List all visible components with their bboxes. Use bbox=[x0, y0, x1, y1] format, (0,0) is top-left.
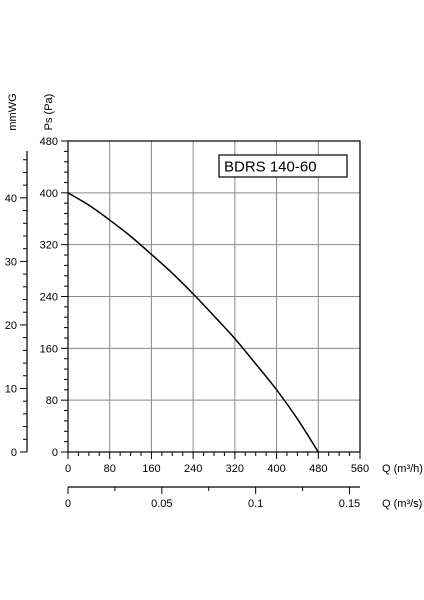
y2-tick-label: 0 bbox=[11, 447, 17, 459]
x2-axis-label: Q (m³/s) bbox=[382, 498, 422, 510]
x2-tick-label: 0.1 bbox=[248, 498, 263, 510]
x2-tick-label: 0.05 bbox=[151, 498, 172, 510]
x-tick-label: 480 bbox=[309, 463, 327, 475]
y-tick-label: 0 bbox=[52, 447, 58, 459]
x-tick-label: 240 bbox=[184, 463, 202, 475]
x-tick-label: 320 bbox=[226, 463, 244, 475]
grid-layer bbox=[68, 141, 360, 452]
x-axis-label: Q (m³/h) bbox=[382, 463, 423, 475]
y-axis-label: Ps (Pa) bbox=[43, 94, 55, 131]
y-tick-label: 80 bbox=[46, 395, 58, 407]
chart-title-box bbox=[218, 154, 348, 178]
y2-axis-label: mmWG bbox=[7, 93, 19, 130]
x-tick-label: 400 bbox=[267, 463, 285, 475]
chart-title: BDRS 140-60 bbox=[218, 154, 348, 178]
chart-title-text: BDRS 140-60 bbox=[224, 159, 317, 176]
x-tick-label: 160 bbox=[142, 463, 160, 475]
x-tick-label: 80 bbox=[104, 463, 116, 475]
axes-layer: 0 80 160 240 320 400 480 560 Q (m³/h)0 0.05 0.1 0.1… bbox=[5, 93, 423, 510]
x-tick-label: 0 bbox=[65, 463, 71, 475]
y-tick-label: 240 bbox=[40, 292, 58, 304]
y-tick-label: 400 bbox=[40, 188, 58, 200]
series-line bbox=[67, 192, 319, 453]
y-tick-label: 480 bbox=[40, 136, 58, 148]
x-tick-label: 560 bbox=[351, 463, 369, 475]
x2-tick-label: 0 bbox=[65, 498, 71, 510]
y2-tick-label: 10 bbox=[5, 383, 17, 395]
x2-tick-label: 0.15 bbox=[339, 498, 360, 510]
y2-tick-label: 20 bbox=[5, 320, 17, 332]
y-tick-label: 160 bbox=[40, 343, 58, 355]
y2-tick-label: 30 bbox=[5, 256, 17, 268]
y-tick-label: 320 bbox=[40, 240, 58, 252]
y2-tick-label: 40 bbox=[5, 193, 17, 205]
